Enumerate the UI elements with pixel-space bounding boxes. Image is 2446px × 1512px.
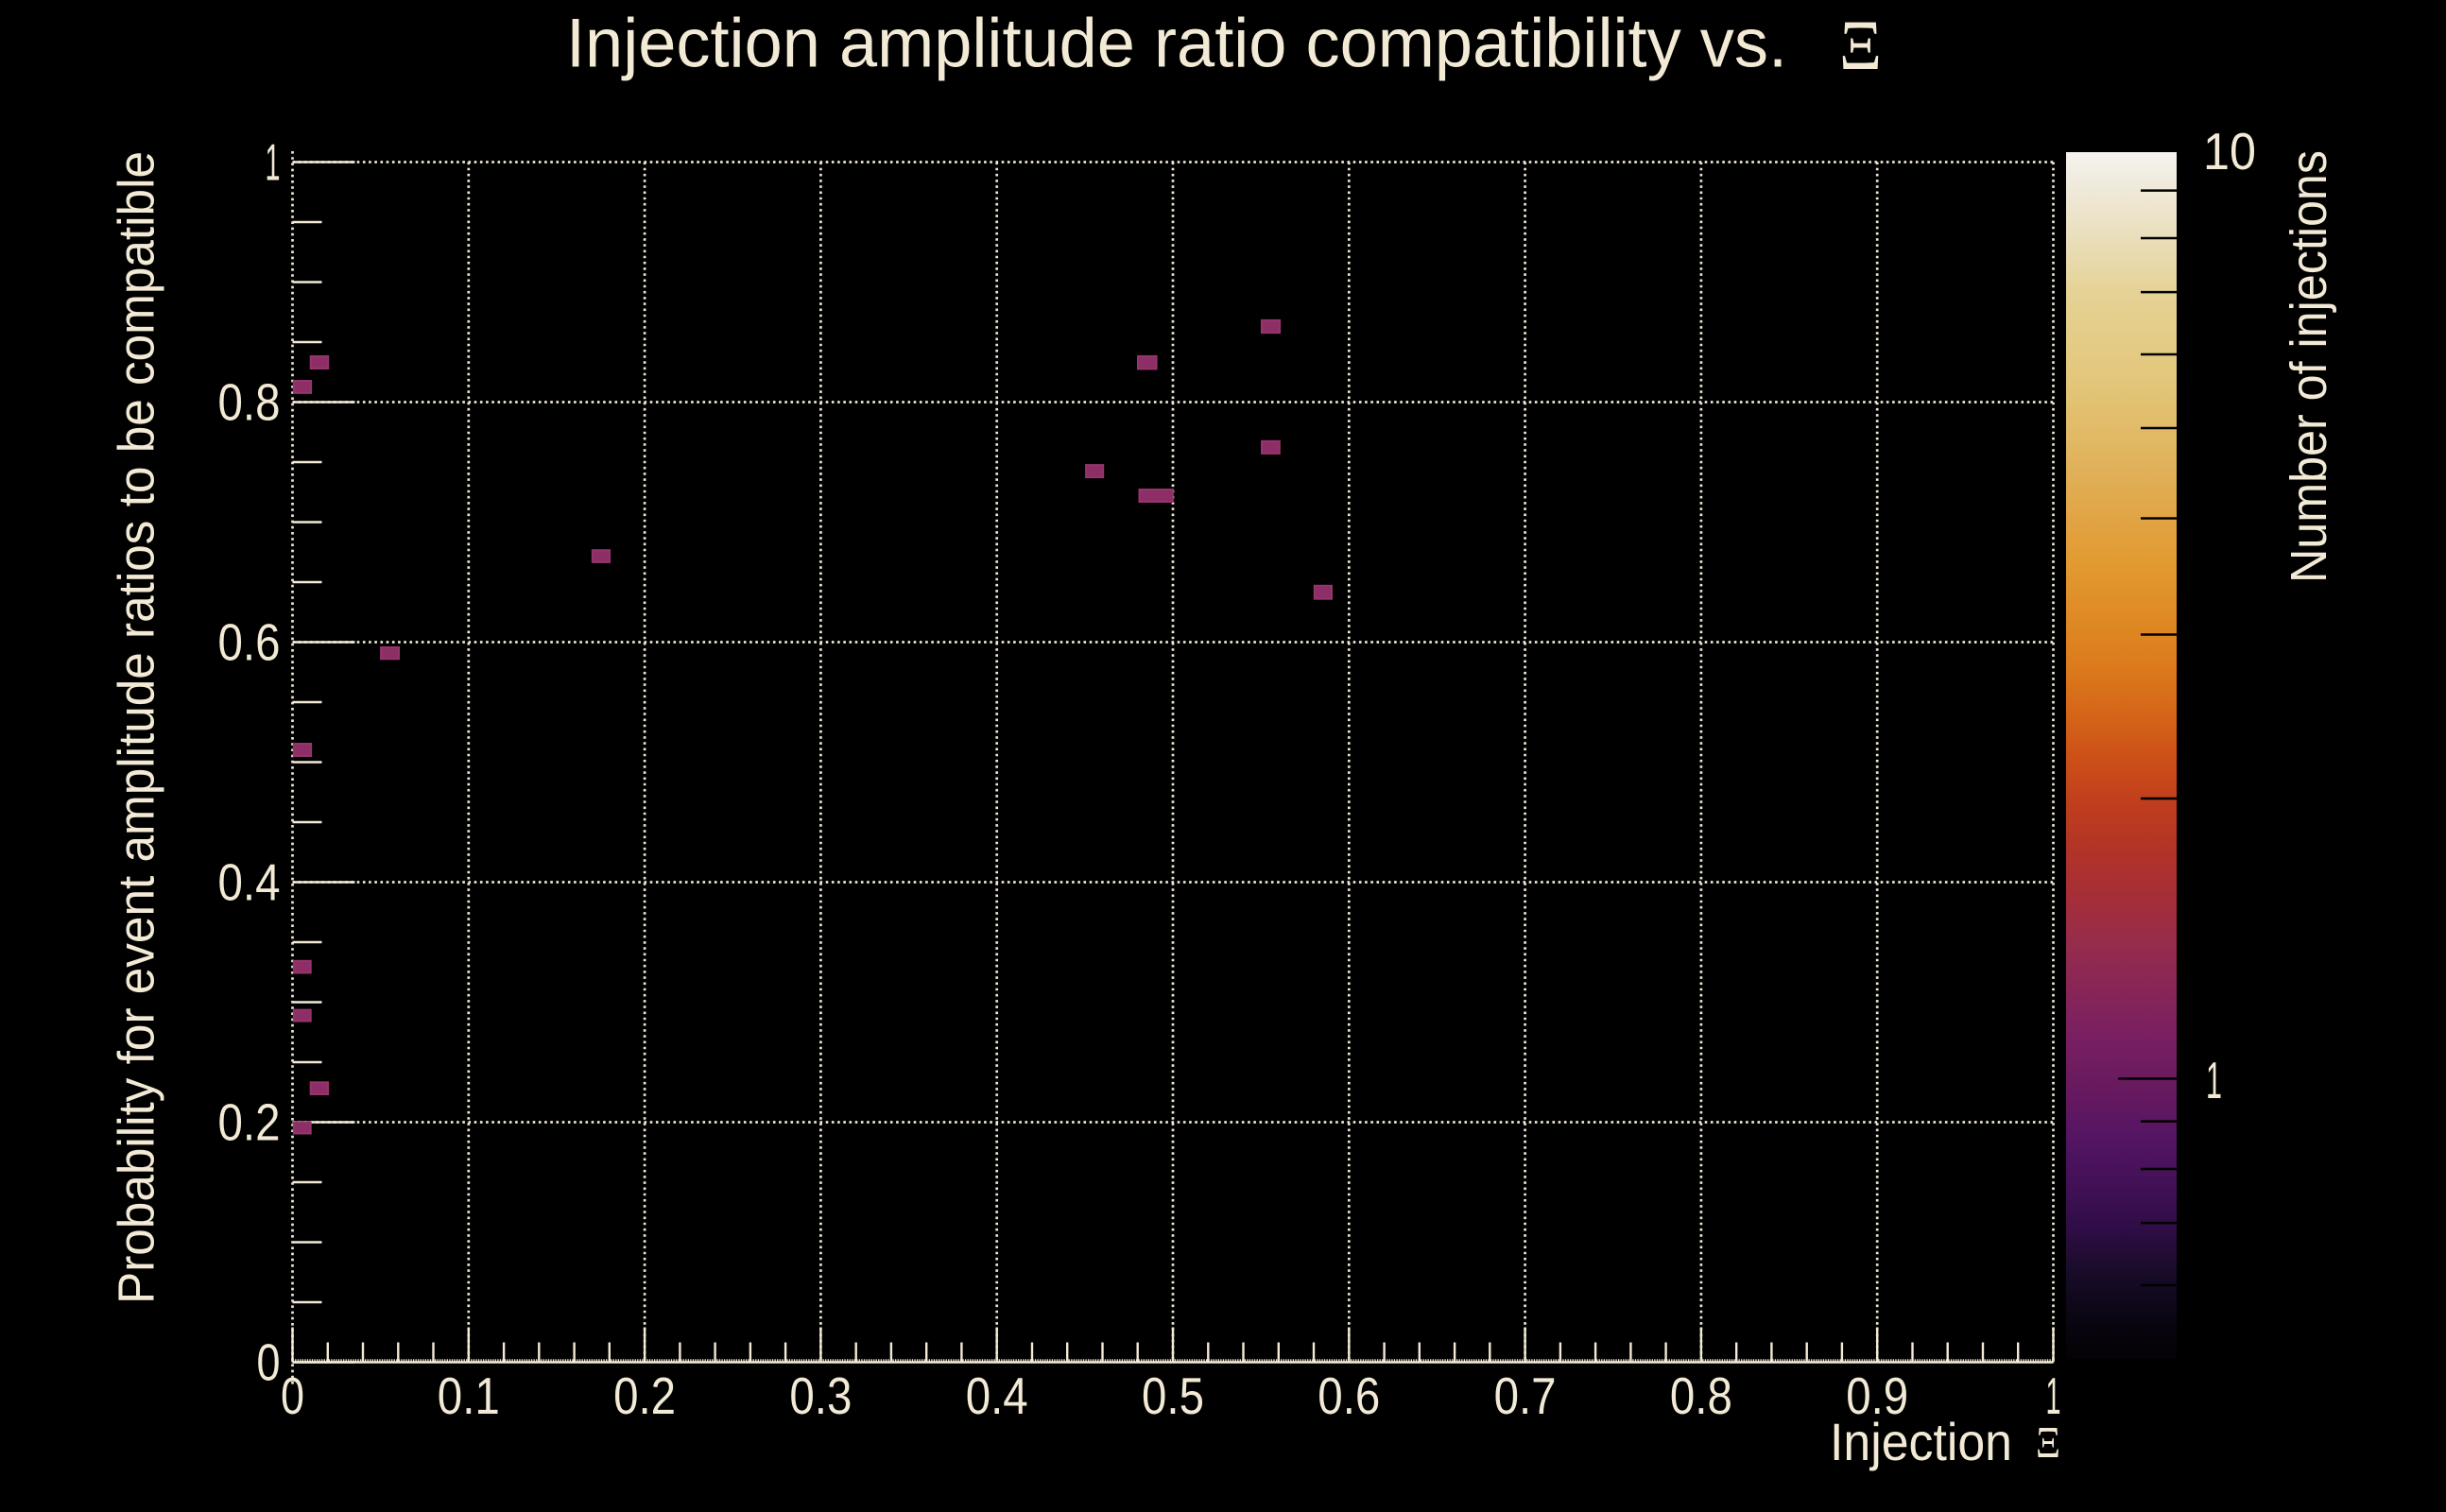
svg-text:1: 1 bbox=[2046, 1366, 2061, 1425]
svg-text:0.9: 0.9 bbox=[1846, 1366, 1908, 1425]
svg-text:1: 1 bbox=[266, 133, 281, 192]
svg-text:Probability for event amplitud: Probability for event amplitude ratios t… bbox=[109, 151, 165, 1304]
svg-text:0.3: 0.3 bbox=[789, 1366, 852, 1425]
svg-text:0.2: 0.2 bbox=[613, 1366, 676, 1425]
svg-text:Injection amplitude ratio comp: Injection amplitude ratio compatibility … bbox=[566, 6, 1787, 82]
svg-text:Ξ: Ξ bbox=[1839, 7, 1882, 85]
svg-text:10: 10 bbox=[2203, 122, 2256, 180]
svg-text:Number of injections: Number of injections bbox=[2281, 150, 2337, 583]
svg-text:0.7: 0.7 bbox=[1494, 1366, 1557, 1425]
svg-text:1: 1 bbox=[2206, 1051, 2222, 1109]
svg-text:0.8: 0.8 bbox=[218, 373, 281, 432]
svg-text:0.6: 0.6 bbox=[1318, 1366, 1380, 1425]
svg-text:0.4: 0.4 bbox=[218, 853, 281, 912]
svg-text:0.1: 0.1 bbox=[438, 1366, 500, 1425]
svg-text:0.4: 0.4 bbox=[966, 1366, 1028, 1425]
svg-text:Injection: Injection bbox=[1830, 1412, 2012, 1471]
svg-text:0.6: 0.6 bbox=[218, 613, 281, 672]
svg-text:0: 0 bbox=[281, 1366, 304, 1425]
svg-text:0.8: 0.8 bbox=[1670, 1366, 1732, 1425]
svg-text:0.2: 0.2 bbox=[218, 1093, 281, 1152]
svg-text:0.5: 0.5 bbox=[1142, 1366, 1204, 1425]
svg-text:Ξ: Ξ bbox=[2036, 1418, 2060, 1469]
svg-text:0: 0 bbox=[257, 1333, 281, 1392]
